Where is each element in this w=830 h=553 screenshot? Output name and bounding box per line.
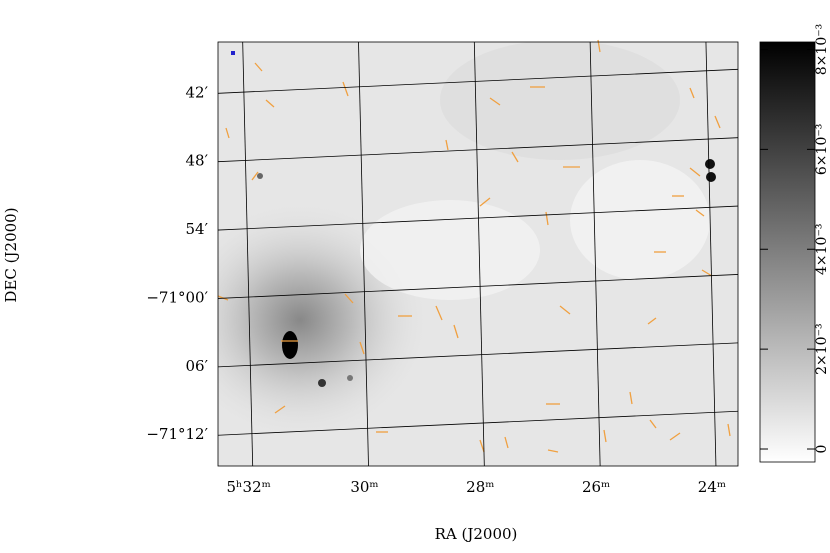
y-axis-label: DEC (J2000) xyxy=(2,207,20,302)
colorbar-tick-label: 6×10⁻³ xyxy=(814,124,830,175)
colorbar-tick-label: 4×10⁻³ xyxy=(814,224,830,275)
y-tick-label: 48′ xyxy=(186,152,209,170)
grid-line xyxy=(473,41,485,467)
colorbar-tick-label: 8×10⁻³ xyxy=(814,24,830,75)
plot-frame xyxy=(217,41,739,467)
y-tick-label: −71°00′ xyxy=(146,288,208,306)
grid-line xyxy=(217,342,739,368)
grid-line xyxy=(217,274,739,299)
grid-line xyxy=(242,41,254,467)
grid-line xyxy=(217,410,739,436)
grid-line xyxy=(217,137,739,163)
x-tick-label: 5ʰ32ᵐ xyxy=(227,478,271,496)
grid-line xyxy=(217,68,739,94)
y-tick-label: 06′ xyxy=(186,357,209,375)
y-tick-label: −71°12′ xyxy=(146,425,208,443)
grid-line xyxy=(358,41,369,467)
map xyxy=(218,42,738,466)
x-tick-label: 30ᵐ xyxy=(350,478,378,496)
grid-line xyxy=(705,41,717,467)
colorbar-tick-label: 0 xyxy=(814,445,830,454)
x-axis-label: RA (J2000) xyxy=(435,525,518,543)
x-tick-label: 26ᵐ xyxy=(582,478,610,496)
x-tick-label: 24ᵐ xyxy=(698,478,726,496)
colorbar-tick-label: 2×10⁻³ xyxy=(814,323,830,374)
y-tick-label: 54′ xyxy=(186,220,209,238)
colorbar xyxy=(759,41,816,463)
x-tick-label: 28ᵐ xyxy=(466,478,494,496)
polarization-vectors xyxy=(217,39,731,453)
grid-line xyxy=(217,205,739,231)
grid-line xyxy=(589,41,601,467)
y-tick-label: 42′ xyxy=(186,83,209,101)
